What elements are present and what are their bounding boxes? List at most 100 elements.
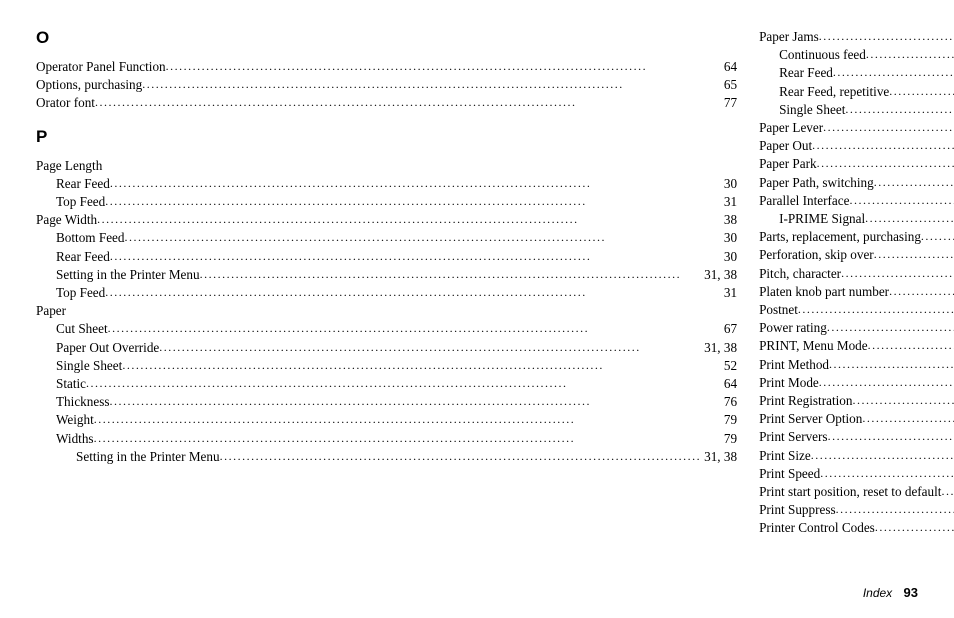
entry-label: Rear Feed (56, 175, 110, 193)
entry-label: Setting in the Printer Menu (76, 448, 220, 466)
leader-dots (862, 410, 954, 427)
entry-page: 64 (721, 375, 737, 393)
index-page: OOperator Panel Function 64Options, purc… (0, 0, 954, 618)
entry-label: Print Method (759, 356, 829, 374)
leader-dots (836, 501, 954, 518)
entry-label: Print Size (759, 447, 811, 465)
index-columns: OOperator Panel Function 64Options, purc… (36, 28, 922, 573)
entry-page: 64 (721, 58, 737, 76)
entry-label: Operator Panel Function (36, 58, 166, 76)
entry-label: Bottom Feed (56, 229, 125, 247)
entry-page: 30 (721, 229, 737, 247)
entry-label: Perforation, skip over (759, 246, 874, 264)
leader-dots (812, 137, 954, 154)
leader-dots (142, 76, 721, 93)
leader-dots (105, 284, 721, 301)
leader-dots (827, 319, 954, 336)
section-heading: O (36, 28, 737, 48)
leader-dots (105, 193, 721, 210)
index-entry: Static 64 (36, 375, 737, 393)
leader-dots (109, 393, 720, 410)
entry-label: Parallel Interface (759, 192, 849, 210)
index-entry: Print Method 75 (759, 356, 954, 374)
entry-page: 65 (721, 76, 737, 94)
entry-label: Options, purchasing (36, 76, 142, 94)
entry-page: 31, 38 (701, 266, 737, 284)
index-entry: Top Feed 31 (36, 284, 737, 302)
index-entry: Print Server Option 67 (759, 410, 954, 428)
entry-label: Platen knob part number (759, 283, 889, 301)
entry-page: 79 (721, 411, 737, 429)
page-footer: Index 93 (863, 585, 918, 600)
entry-label: Setting in the Printer Menu (56, 266, 200, 284)
leader-dots (200, 266, 702, 283)
index-entry: Perforation, skip over 30, 40 (759, 246, 954, 264)
index-entry: Single Sheet 57 (759, 101, 954, 119)
leader-dots (125, 229, 721, 246)
leader-dots (874, 174, 954, 191)
entry-label: Rear Feed, repetitive (779, 83, 889, 101)
leader-dots (875, 519, 954, 536)
entry-label: Paper Lever (759, 119, 823, 137)
leader-dots (823, 119, 954, 136)
index-entry: Paper Jams 63 (759, 28, 954, 46)
index-entry: Single Sheet 52 (36, 357, 737, 375)
leader-dots (941, 483, 954, 500)
index-entry: Parts, replacement, purchasing 65 (759, 228, 954, 246)
leader-dots (828, 428, 954, 445)
section-heading: P (36, 127, 737, 147)
entry-page: 67 (721, 320, 737, 338)
index-entry: Print Size 76 (759, 447, 954, 465)
entry-label: Print Suppress (759, 501, 836, 519)
leader-dots (811, 447, 954, 464)
leader-dots (849, 192, 954, 209)
index-entry: Rear Feed 54 (759, 64, 954, 82)
entry-label: Continuous feed (779, 46, 866, 64)
entry-label: Paper Path, switching (759, 174, 874, 192)
index-entry: Options, purchasing 65 (36, 76, 737, 94)
entry-page: 31 (721, 284, 737, 302)
entry-page: 76 (721, 393, 737, 411)
index-entry: Widths 79 (36, 430, 737, 448)
index-entry: Thickness 76 (36, 393, 737, 411)
entry-label: Static (56, 375, 86, 393)
leader-dots (866, 46, 954, 63)
entry-label: Page Width (36, 211, 97, 229)
leader-dots (86, 375, 721, 392)
index-entry: Printer Control Codes 68 (759, 519, 954, 537)
footer-page-number: 93 (904, 585, 918, 600)
leader-dots (852, 392, 954, 409)
leader-dots (97, 211, 721, 228)
entry-page: 30 (721, 175, 737, 193)
entry-label: Print Server Option (759, 410, 862, 428)
entry-label: Rear Feed (56, 248, 110, 266)
leader-dots (817, 155, 954, 172)
entry-label: Pitch, character (759, 265, 841, 283)
entry-label: Paper Park (759, 155, 817, 173)
leader-dots (921, 228, 954, 245)
index-entry: Orator font 77 (36, 94, 737, 112)
leader-dots (841, 265, 954, 282)
index-entry: Parallel Interface 33 (759, 192, 954, 210)
index-entry: Setting in the Printer Menu 31, 38 (36, 448, 737, 466)
index-entry: Rear Feed, repetitive 55 (759, 83, 954, 101)
entry-label: Widths (56, 430, 94, 448)
index-entry: Paper Out Override 31, 38 (36, 339, 737, 357)
entry-page: 31, 38 (701, 448, 737, 466)
index-entry: Postnet 77 (759, 301, 954, 319)
entry-label: Thickness (56, 393, 109, 411)
entry-page: 38 (721, 211, 737, 229)
entry-label: Parts, replacement, purchasing (759, 228, 921, 246)
index-entry: Bottom Feed 30 (36, 229, 737, 247)
entry-label: Print Mode (759, 374, 819, 392)
leader-dots (820, 465, 954, 482)
entry-label: PRINT, Menu Mode (759, 337, 868, 355)
entry-label: Paper Out (759, 137, 812, 155)
entry-label: Paper Out Override (56, 339, 159, 357)
index-group: Page Length (36, 157, 737, 175)
entry-label: Top Feed (56, 284, 105, 302)
index-entry: Rear Feed 30 (36, 248, 737, 266)
leader-dots (94, 430, 721, 447)
index-entry: Cut Sheet 67 (36, 320, 737, 338)
leader-dots (110, 175, 721, 192)
